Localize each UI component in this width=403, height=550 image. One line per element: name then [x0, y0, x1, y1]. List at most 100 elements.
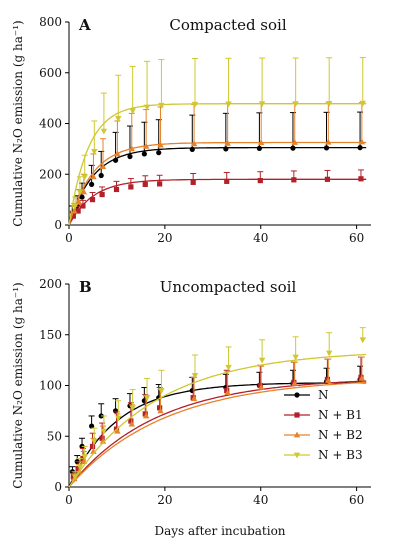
data-point [128, 145, 135, 152]
fit-curve [68, 178, 367, 226]
data-point [99, 437, 107, 444]
data-point [326, 350, 333, 357]
data-point [80, 203, 86, 209]
data-point [292, 354, 299, 361]
y-tick-label: 600 [39, 66, 62, 80]
y-tick-label: 200 [39, 277, 62, 291]
series-2 [68, 356, 367, 488]
data-point [325, 138, 332, 145]
data-point [71, 207, 78, 214]
x-tick-label: 0 [65, 231, 73, 245]
legend-marker [293, 431, 301, 438]
series-0 [68, 111, 367, 226]
data-point [128, 420, 135, 427]
data-point [71, 474, 79, 481]
data-point [142, 412, 150, 419]
y-tick-label: 0 [54, 218, 62, 232]
data-point [89, 197, 96, 203]
x-tick-label: 0 [65, 493, 73, 507]
data-point [100, 428, 108, 435]
data-point [89, 181, 95, 187]
panel-letter: A [78, 16, 91, 34]
data-point [142, 142, 150, 149]
data-point [89, 443, 96, 449]
x-tick-label: 60 [349, 231, 364, 245]
panel-title: Compacted soil [169, 16, 286, 34]
data-point [75, 466, 81, 472]
data-point [292, 101, 299, 108]
y-tick-label: 50 [47, 429, 62, 443]
data-point [358, 176, 364, 182]
data-point [290, 145, 296, 151]
data-point [157, 141, 164, 148]
legend-label: N [318, 388, 329, 402]
legend-marker [294, 392, 300, 398]
data-point [224, 178, 230, 184]
data-point [224, 139, 231, 146]
x-tick-label: 20 [157, 493, 172, 507]
data-point [115, 116, 122, 122]
data-point [224, 389, 231, 396]
data-point [189, 146, 195, 152]
data-point [89, 423, 95, 429]
fit-curve [68, 353, 367, 488]
data-point [91, 438, 98, 445]
data-point [98, 172, 104, 179]
data-point [141, 151, 147, 157]
x-tick-label: 60 [349, 493, 364, 507]
y-tick-label: 800 [39, 15, 62, 29]
data-point [359, 337, 366, 344]
data-point [190, 140, 198, 147]
data-point [129, 405, 136, 412]
data-point [158, 102, 165, 109]
legend-label: N + B1 [318, 408, 363, 422]
data-point [225, 364, 232, 371]
data-point [358, 138, 366, 145]
data-point [256, 145, 262, 151]
data-point [90, 173, 97, 180]
fit-curve [68, 146, 367, 226]
data-point [71, 203, 79, 210]
data-point [76, 189, 84, 196]
series-1 [68, 356, 367, 488]
data-point [291, 177, 297, 183]
data-point [142, 181, 148, 187]
data-point [143, 104, 151, 111]
data-point [190, 395, 198, 402]
legend: N N + B1 N + B2 N + B3 [284, 388, 363, 462]
data-point [359, 100, 366, 107]
data-point [81, 174, 88, 181]
data-point [143, 395, 151, 402]
data-point [112, 408, 119, 414]
data-point [258, 101, 266, 108]
fit-curve [68, 380, 367, 488]
data-point [129, 108, 136, 115]
data-point [257, 139, 265, 146]
series-2 [68, 102, 367, 226]
series-3 [68, 327, 367, 488]
y-tick-label: 400 [39, 117, 62, 131]
data-point [291, 380, 298, 386]
x-axis-label: Days after incubation [154, 524, 285, 538]
legend-label: N + B2 [318, 428, 363, 442]
y-tick-label: 200 [39, 167, 62, 181]
data-point [156, 150, 162, 156]
data-point [190, 179, 196, 185]
data-point [224, 387, 230, 394]
series-3 [68, 57, 367, 226]
data-point [257, 382, 263, 389]
legend-marker [294, 412, 300, 418]
data-point [323, 145, 330, 151]
data-point [75, 208, 81, 214]
data-point [257, 177, 263, 184]
panel-b-uncompacted-soil: 0 50 100 150 200 0 20 40 60 B Uncompacted soil Cumu… [11, 277, 371, 538]
data-point [115, 415, 122, 422]
data-point [325, 377, 332, 383]
data-point [79, 194, 85, 200]
panel-a-compacted-soil: 0 200 400 600 800 0 20 40 60 A Compacted soil Cumul… [11, 15, 371, 245]
x-tick-label: 20 [157, 231, 172, 245]
data-point [127, 153, 133, 160]
data-point [99, 191, 105, 198]
data-point [99, 435, 105, 441]
legend-marker [293, 452, 301, 459]
